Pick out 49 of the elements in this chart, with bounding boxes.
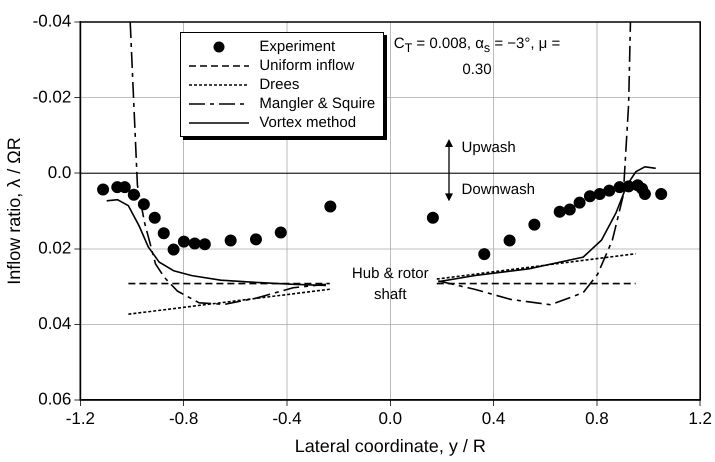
point [504,234,516,246]
point [584,190,596,202]
legend-label: Uniform inflow [259,57,354,74]
point [158,227,170,240]
point [655,188,668,200]
annotation: Downwash [462,180,535,198]
legend-label: Drees [259,76,300,93]
point [478,248,490,260]
point [138,198,150,210]
point [198,238,211,250]
y-tick-label: 0.06 [38,390,72,409]
y-axis-title: Inflow ratio, λ / ΩR [4,137,24,285]
annotation: C$_{T}$ = 0.008, α$_{s}$ = −3°, μ = 0.30 [392,34,562,80]
point [603,184,616,197]
point [574,196,586,209]
point [594,188,606,200]
point [324,200,336,212]
legend-label: Experiment [259,38,336,55]
y-tick-label: 0.02 [38,238,72,258]
annotation: Hub & rotor shaft [350,264,430,305]
point [168,244,180,256]
point [426,212,439,224]
x-tick-label: -0.4 [272,408,302,428]
point [250,233,262,246]
legend-label: Vortex method [259,114,356,131]
point [97,183,110,196]
x-tick-label: 0.4 [482,408,506,428]
point [528,218,540,231]
point [224,234,237,246]
point [564,203,576,216]
y-tick-label: 0.04 [38,314,72,334]
x-tick-label: 0.0 [378,408,402,428]
legend-label: Mangler & Squire [259,95,376,112]
x-tick-label: 1.2 [688,408,712,428]
point [274,226,287,239]
point [128,188,140,201]
y-tick-label: -0.04 [32,12,72,31]
point [188,238,201,250]
y-tick-label: -0.02 [32,87,72,106]
x-axis-title: Lateral coordinate, y / R [294,436,486,456]
point [554,206,566,218]
annotation: Upwash [462,138,516,156]
x-tick-label: -1.2 [66,408,95,428]
x-tick-label: -0.8 [169,408,198,428]
point [638,188,651,200]
point [148,212,161,224]
x-tick-label: 0.8 [585,408,609,428]
y-tick-label: 0.0 [48,162,72,182]
point [178,236,190,248]
